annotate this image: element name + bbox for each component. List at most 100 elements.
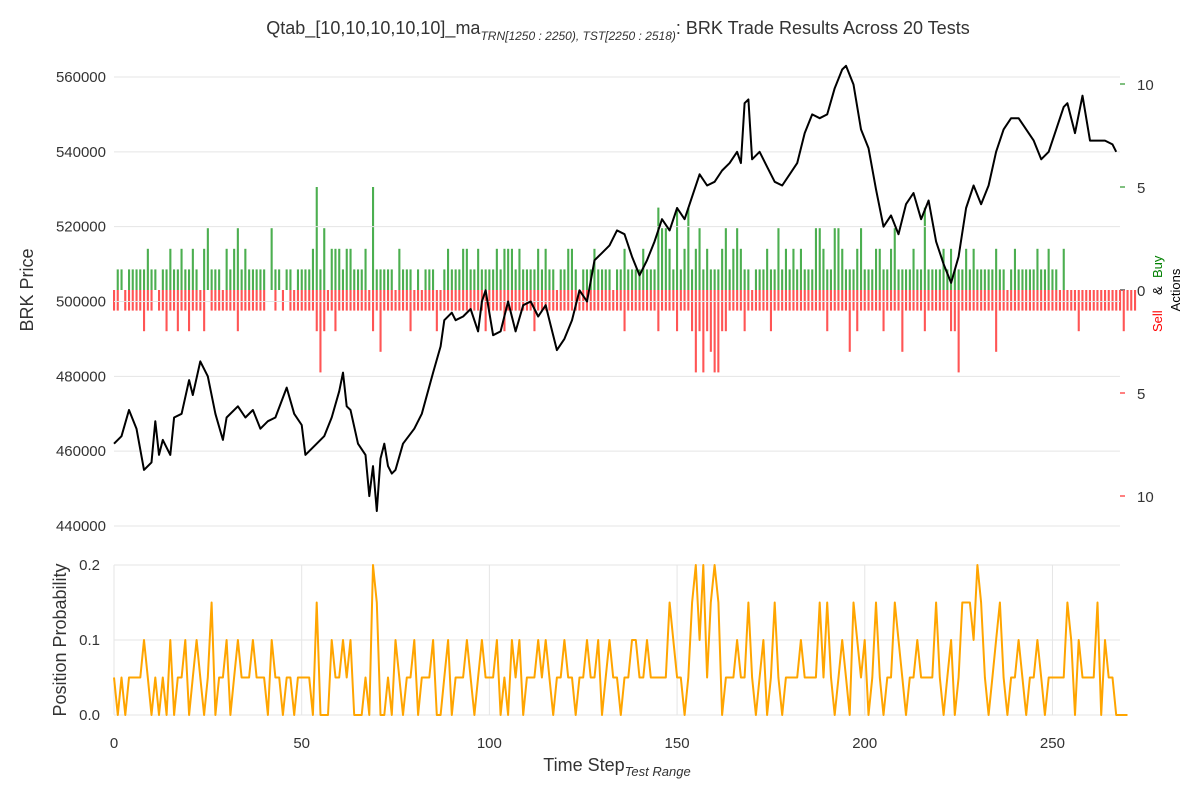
sell-action-bar [980, 290, 983, 311]
buy-action-bar [942, 248, 945, 290]
buy-action-bar [623, 248, 626, 290]
buy-action-bar [139, 269, 142, 290]
buy-action-bar [405, 269, 408, 290]
buy-action-bar [1013, 248, 1016, 290]
sell-action-bar [788, 290, 791, 311]
sell-action-bar [161, 290, 164, 311]
sell-action-bar [537, 290, 540, 311]
sell-action-bar [829, 290, 832, 311]
buy-action-bar [383, 269, 386, 290]
sell-action-bar [593, 290, 596, 311]
sell-action-bar [522, 290, 525, 311]
buy-action-bar [270, 228, 273, 290]
buy-action-bar [867, 269, 870, 290]
sell-action-bar [664, 290, 667, 311]
buy-action-bar [593, 248, 596, 290]
sell-action-bar [135, 290, 138, 311]
sell-action-bar [987, 290, 990, 311]
buy-action-bar [304, 269, 307, 290]
actions-ylabel-actions: Actions [1168, 268, 1183, 311]
buy-action-bar [833, 228, 836, 290]
buy-action-bar [319, 269, 322, 290]
buy-action-bar [1047, 248, 1050, 290]
buy-action-bar [184, 269, 187, 290]
sell-action-bar [353, 290, 356, 311]
buy-action-bar [574, 269, 577, 290]
buy-action-bar [762, 269, 765, 290]
sell-action-bar [878, 290, 881, 311]
sell-action-bar [856, 290, 859, 332]
buy-action-bar [661, 228, 664, 290]
sell-action-bar [784, 290, 787, 311]
sell-action-bar [1010, 290, 1013, 311]
sell-action-bar [751, 290, 754, 311]
buy-action-bar [409, 269, 412, 290]
buy-action-bar [976, 269, 979, 290]
buy-action-bar [334, 248, 337, 290]
buy-action-bar [814, 228, 817, 290]
buy-action-bar [694, 248, 697, 290]
sell-action-bar [687, 290, 690, 311]
sell-action-bar [259, 290, 262, 311]
sell-action-bar [450, 290, 453, 311]
sell-action-bar [976, 290, 979, 311]
buy-action-bar [210, 269, 213, 290]
sell-action-bar [454, 290, 457, 311]
sell-action-bar [360, 290, 363, 311]
sell-action-bar [709, 290, 712, 352]
sell-action-bar [983, 290, 986, 311]
sell-action-bar [345, 290, 348, 311]
price-ylabel: BRK Price [17, 248, 37, 331]
buy-action-bar [169, 248, 172, 290]
sell-action-bar [1017, 290, 1020, 311]
sell-action-bar [1062, 290, 1065, 311]
sell-action-bar [754, 290, 757, 311]
buy-action-bar [214, 269, 217, 290]
sell-action-bar [1070, 290, 1073, 311]
buy-action-bar [432, 269, 435, 290]
sell-action-bar [510, 290, 513, 311]
sell-action-bar [935, 290, 938, 311]
buy-action-bar [360, 269, 363, 290]
sell-action-bar [852, 290, 855, 311]
sell-action-bar [841, 290, 844, 311]
xtick-label: 150 [665, 735, 690, 752]
sell-action-bar [274, 290, 277, 311]
sell-action-bar [184, 290, 187, 311]
sell-action-bar [443, 290, 446, 311]
buy-action-bar [1036, 248, 1039, 290]
sell-action-bar [394, 290, 397, 311]
buy-action-bar [458, 269, 461, 290]
buy-action-bar [1002, 269, 1005, 290]
buy-action-bar [601, 269, 604, 290]
buy-action-bar [706, 248, 709, 290]
buy-action-bar [278, 269, 281, 290]
buy-action-bar [585, 269, 588, 290]
buy-action-bar [646, 269, 649, 290]
sell-action-bar [165, 290, 168, 332]
chart-title: Qtab_[10,10,10,10,10]_maTRN[1250 : 2250)… [266, 18, 969, 43]
sell-action-bar [435, 290, 438, 332]
buy-action-bar [469, 269, 472, 290]
sell-action-bar [961, 290, 964, 311]
sell-action-bar [248, 290, 251, 311]
sell-action-bar [518, 290, 521, 311]
sell-action-bar [1051, 290, 1054, 311]
sell-action-bar [905, 290, 908, 311]
buy-action-bar [522, 269, 525, 290]
sell-action-bar [811, 290, 814, 311]
xtick-label: 0 [110, 735, 118, 752]
sell-action-bar [218, 290, 221, 311]
sell-action-bar [402, 290, 405, 311]
sell-action-bar [236, 290, 239, 332]
buy-action-bar [616, 269, 619, 290]
sell-action-bar [150, 290, 153, 311]
sell-action-bar [616, 290, 619, 311]
sell-action-bar [432, 290, 435, 311]
buy-action-bar [165, 269, 168, 290]
buy-action-bar [829, 269, 832, 290]
sell-action-bar [1002, 290, 1005, 311]
buy-action-bar [1032, 269, 1035, 290]
buy-action-bar [150, 269, 153, 290]
sell-action-bar [942, 290, 945, 311]
